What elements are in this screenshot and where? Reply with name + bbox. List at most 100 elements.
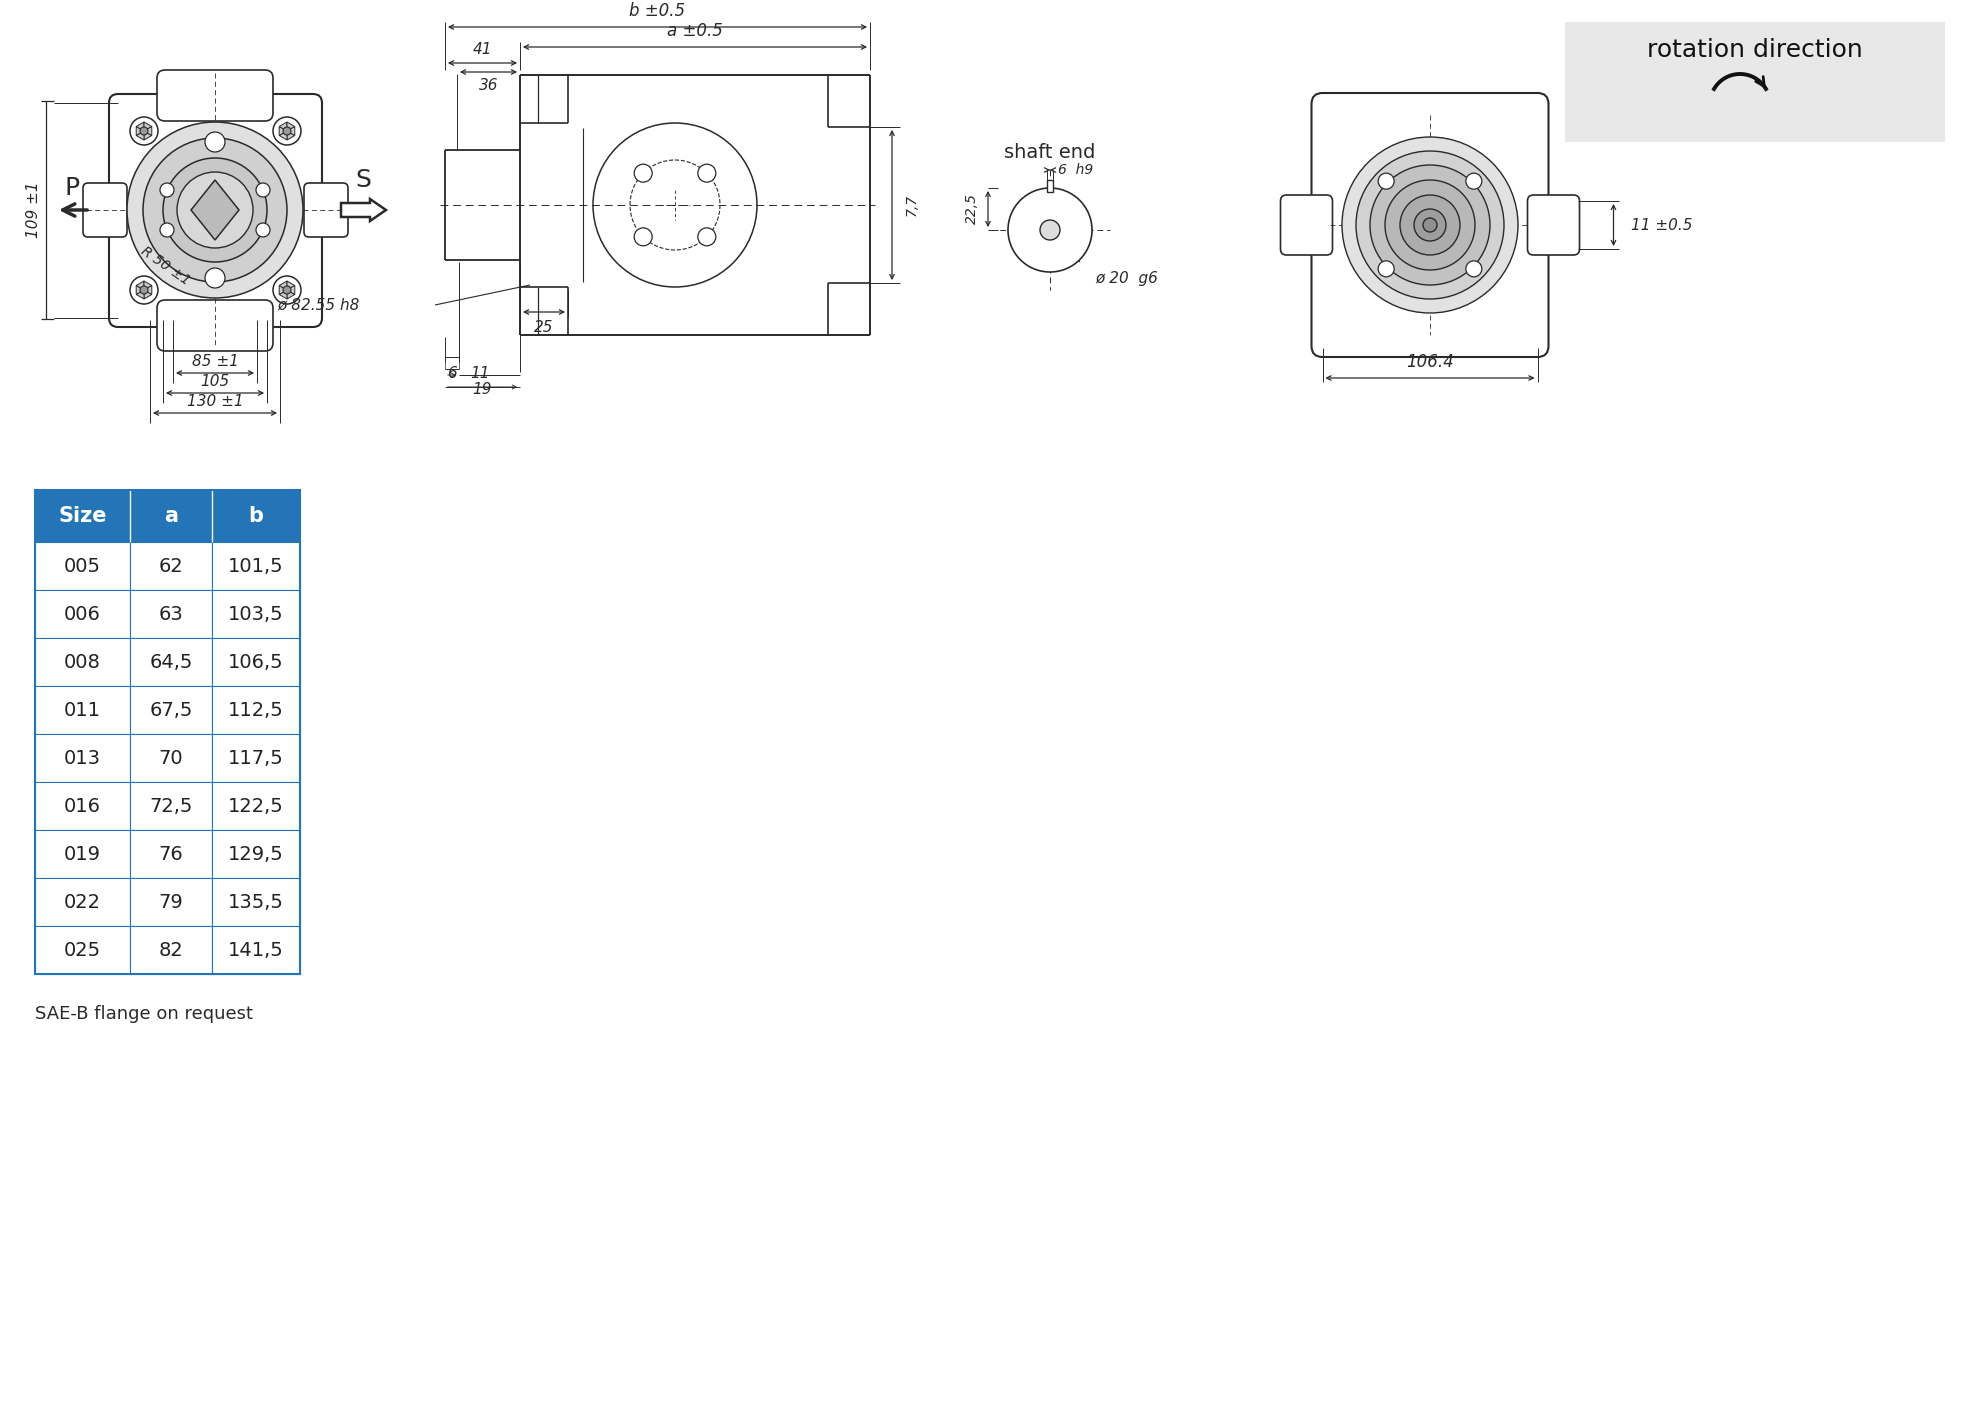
Text: 122,5: 122,5 bbox=[228, 797, 284, 815]
Text: b ±0.5: b ±0.5 bbox=[629, 1, 686, 20]
Text: shaft end: shaft end bbox=[1004, 143, 1095, 161]
Polygon shape bbox=[288, 131, 296, 140]
Circle shape bbox=[1423, 218, 1436, 231]
Bar bbox=[212, 925, 300, 974]
Text: P: P bbox=[63, 176, 79, 200]
Bar bbox=[212, 734, 300, 783]
Bar bbox=[131, 734, 212, 783]
Bar bbox=[131, 878, 212, 925]
Bar bbox=[36, 638, 131, 685]
Circle shape bbox=[1385, 180, 1474, 270]
Polygon shape bbox=[145, 121, 153, 131]
Circle shape bbox=[177, 171, 254, 248]
Polygon shape bbox=[280, 281, 288, 290]
Text: R 50 ±1: R 50 ±1 bbox=[137, 244, 192, 288]
Circle shape bbox=[284, 286, 292, 294]
FancyBboxPatch shape bbox=[1280, 196, 1333, 256]
Bar bbox=[36, 590, 131, 638]
Bar bbox=[36, 878, 131, 925]
Polygon shape bbox=[288, 121, 296, 131]
Bar bbox=[212, 543, 300, 590]
Text: 013: 013 bbox=[63, 748, 101, 767]
Text: 70: 70 bbox=[159, 748, 183, 767]
FancyArrow shape bbox=[341, 198, 387, 221]
FancyBboxPatch shape bbox=[157, 70, 274, 121]
Bar bbox=[1048, 180, 1054, 191]
Polygon shape bbox=[280, 131, 288, 140]
Text: 106.4: 106.4 bbox=[1407, 353, 1454, 371]
Text: rotation direction: rotation direction bbox=[1647, 39, 1863, 61]
Bar bbox=[131, 638, 212, 685]
Text: 36: 36 bbox=[478, 79, 498, 93]
Polygon shape bbox=[288, 286, 296, 294]
Bar bbox=[36, 543, 131, 590]
Circle shape bbox=[204, 131, 224, 151]
Text: 82: 82 bbox=[159, 941, 183, 960]
Text: 41: 41 bbox=[472, 41, 492, 57]
Text: 76: 76 bbox=[159, 844, 183, 864]
Text: 85 ±1: 85 ±1 bbox=[192, 354, 238, 368]
Bar bbox=[131, 830, 212, 878]
Text: SAE-B flange on request: SAE-B flange on request bbox=[36, 1005, 254, 1022]
Polygon shape bbox=[280, 121, 288, 131]
Text: Size: Size bbox=[58, 506, 107, 526]
Polygon shape bbox=[288, 281, 296, 290]
Text: 19: 19 bbox=[472, 381, 492, 397]
Text: 62: 62 bbox=[159, 557, 183, 575]
Bar bbox=[212, 878, 300, 925]
Text: 11 ±0.5: 11 ±0.5 bbox=[1631, 217, 1692, 233]
Bar bbox=[36, 734, 131, 783]
Text: S: S bbox=[355, 169, 371, 191]
FancyBboxPatch shape bbox=[1311, 93, 1548, 357]
Text: 22,5: 22,5 bbox=[964, 194, 978, 224]
Polygon shape bbox=[137, 127, 145, 136]
Text: 79: 79 bbox=[159, 892, 183, 911]
Text: 103,5: 103,5 bbox=[228, 604, 284, 624]
Circle shape bbox=[256, 223, 270, 237]
Polygon shape bbox=[145, 131, 153, 140]
Bar bbox=[36, 685, 131, 734]
Polygon shape bbox=[288, 290, 296, 298]
Bar bbox=[212, 783, 300, 830]
Text: 006: 006 bbox=[63, 604, 101, 624]
Circle shape bbox=[141, 127, 149, 136]
Text: ø 20  g6: ø 20 g6 bbox=[1095, 270, 1159, 286]
Text: 117,5: 117,5 bbox=[228, 748, 284, 767]
Bar bbox=[131, 543, 212, 590]
Bar bbox=[131, 490, 212, 543]
Text: 019: 019 bbox=[63, 844, 101, 864]
Text: 6: 6 bbox=[446, 366, 456, 380]
Circle shape bbox=[143, 139, 288, 281]
Circle shape bbox=[1466, 261, 1482, 277]
Circle shape bbox=[161, 183, 175, 197]
Circle shape bbox=[274, 117, 302, 146]
Circle shape bbox=[1466, 173, 1482, 188]
Circle shape bbox=[1341, 137, 1518, 313]
Polygon shape bbox=[137, 131, 145, 140]
Text: 7,7: 7,7 bbox=[905, 194, 919, 216]
Text: 135,5: 135,5 bbox=[228, 892, 284, 911]
Circle shape bbox=[284, 127, 292, 136]
Circle shape bbox=[141, 286, 149, 294]
Circle shape bbox=[161, 223, 175, 237]
Text: 64,5: 64,5 bbox=[149, 653, 192, 671]
Bar bbox=[212, 830, 300, 878]
Circle shape bbox=[1371, 166, 1490, 286]
Circle shape bbox=[1040, 220, 1059, 240]
Circle shape bbox=[131, 276, 159, 304]
Bar bbox=[212, 490, 300, 543]
Text: 011: 011 bbox=[63, 701, 101, 720]
Polygon shape bbox=[137, 290, 145, 298]
Polygon shape bbox=[145, 286, 153, 294]
Circle shape bbox=[204, 268, 224, 288]
Polygon shape bbox=[280, 127, 288, 136]
Polygon shape bbox=[280, 286, 288, 294]
Bar bbox=[36, 490, 131, 543]
Bar bbox=[212, 638, 300, 685]
Bar bbox=[131, 925, 212, 974]
Polygon shape bbox=[145, 290, 153, 298]
Text: 130 ±1: 130 ±1 bbox=[186, 394, 244, 408]
Circle shape bbox=[1379, 173, 1395, 188]
Text: 72,5: 72,5 bbox=[149, 797, 192, 815]
Text: 129,5: 129,5 bbox=[228, 844, 284, 864]
